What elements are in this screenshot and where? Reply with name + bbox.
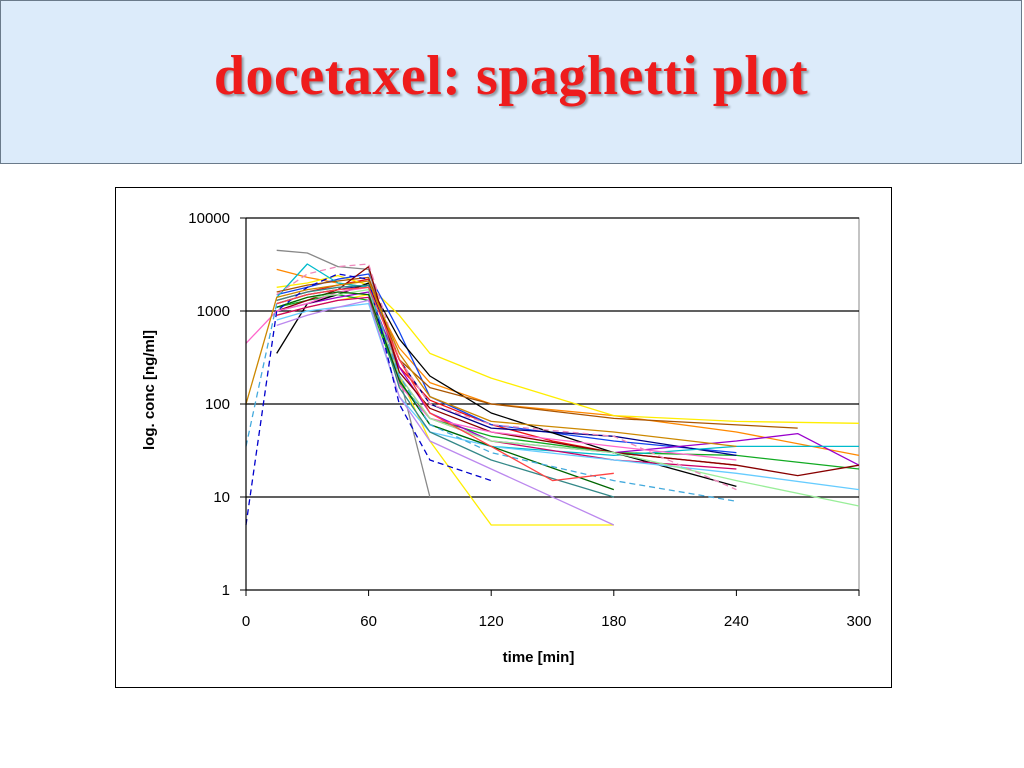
x-tick-label: 180 xyxy=(601,613,626,630)
series-lines xyxy=(245,249,860,526)
y-tick-label: 10000 xyxy=(188,210,230,227)
axes xyxy=(240,217,860,596)
y-tick-label: 10 xyxy=(213,489,230,506)
series-line-19 xyxy=(276,299,615,526)
slide-title: docetaxel: spaghetti plot xyxy=(213,45,809,107)
axis-labels: 1 10 100 1000 10000 0 60 120 180 240 300 time [min]… xyxy=(141,210,872,666)
spaghetti-chart: 1 10 100 1000 10000 0 60 120 180 240 300 time [min]… xyxy=(141,210,872,666)
y-tick-label: 1000 xyxy=(197,303,230,320)
x-tick-label: 240 xyxy=(724,613,749,630)
y-tick-label: 1 xyxy=(222,582,230,599)
y-axis-title: log. conc [ng/ml] xyxy=(141,330,158,450)
x-tick-label: 300 xyxy=(846,613,871,630)
series-line-17 xyxy=(276,288,860,507)
series-line-6 xyxy=(276,273,737,454)
title-banner: docetaxel: spaghetti plot xyxy=(0,0,1022,164)
x-axis-title: time [min] xyxy=(503,649,575,666)
x-tick-label: 60 xyxy=(360,613,377,630)
x-tick-label: 120 xyxy=(479,613,504,630)
series-line-22 xyxy=(276,263,737,491)
series-line-21 xyxy=(245,273,492,526)
series-line-24 xyxy=(276,286,614,482)
series-line-11 xyxy=(276,282,737,488)
x-tick-label: 0 xyxy=(242,613,250,630)
series-line-25 xyxy=(245,280,737,448)
series-line-10 xyxy=(276,249,431,498)
chart-frame: 1 10 100 1000 10000 0 60 120 180 240 300 time [min]… xyxy=(115,187,892,688)
series-line-3 xyxy=(276,274,860,424)
series-line-20 xyxy=(276,291,615,491)
y-tick-label: 100 xyxy=(205,396,230,413)
